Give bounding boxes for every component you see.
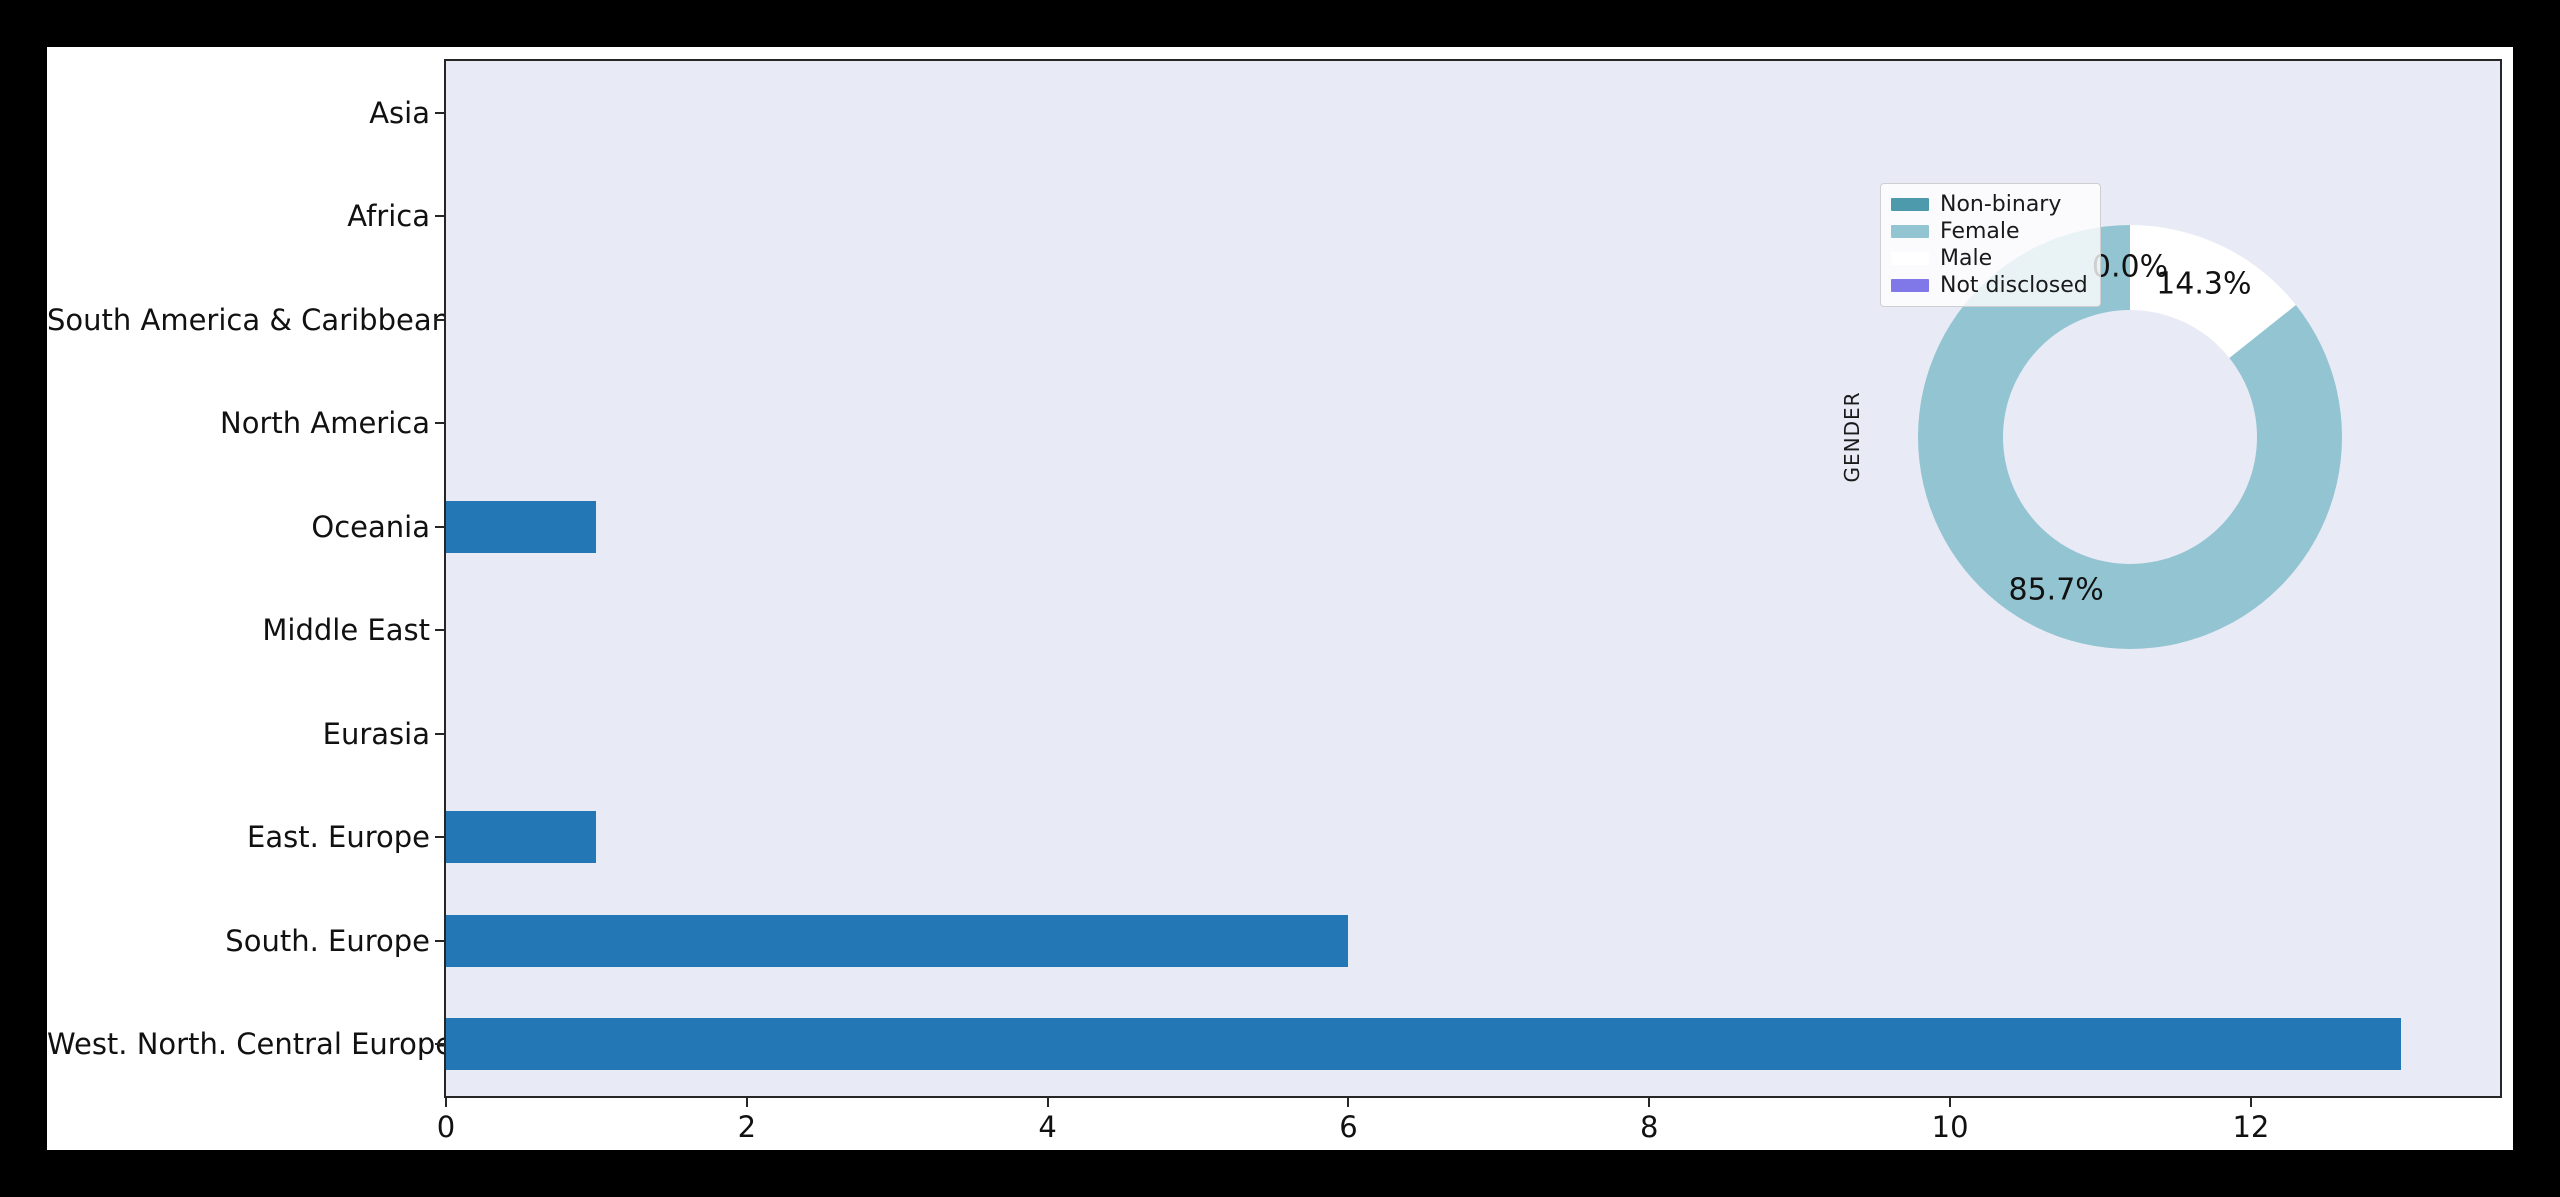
legend-label: Female [1940, 219, 2020, 244]
x-tick-label: 12 [2232, 1110, 2270, 1144]
y-axis-label: East. Europe [247, 820, 430, 855]
donut-y-axis-label: GENDER [1840, 391, 1864, 483]
bar-oceania [446, 500, 597, 553]
y-axis-label: South America & Caribbean [47, 302, 450, 337]
x-tick-label: 2 [737, 1110, 757, 1144]
y-axis-label: Africa [347, 199, 430, 234]
legend-label: Non-binary [1940, 192, 2062, 217]
y-axis-label: Eurasia [322, 716, 430, 751]
x-tick-mark [445, 1098, 447, 1107]
legend-row: Not disclosed [1891, 272, 2088, 299]
y-axis-label: Asia [369, 95, 430, 130]
x-tick-mark [1648, 1098, 1651, 1107]
legend-label: Male [1940, 246, 1993, 271]
donut-svg [1918, 225, 2342, 649]
bar-west-north-central-europe [446, 1018, 2402, 1071]
x-tick-label: 8 [1640, 1110, 1659, 1144]
y-axis-label: North America [220, 406, 430, 441]
figure-canvas: Asia Africa South America & Caribbean North… [47, 47, 2513, 1150]
y-tick-mark [435, 732, 444, 735]
x-tick-label: 4 [1038, 1110, 1057, 1144]
legend-swatch-not-disclosed [1891, 279, 1929, 292]
x-tick-label: 0 [436, 1110, 456, 1144]
y-axis-label: West. North. Central Europe [47, 1027, 454, 1062]
legend-label: Not disclosed [1940, 273, 2088, 298]
legend-row: Female [1891, 218, 2088, 245]
plot-area: GENDER Non-binary Female Male Not disclosed… [444, 59, 2502, 1098]
x-tick-mark [745, 1098, 748, 1107]
legend-swatch-male [1891, 252, 1929, 265]
y-tick-mark [435, 422, 444, 425]
donut-pct-label: 85.7% [2008, 572, 2104, 608]
donut-pct-label: 14.3% [2156, 266, 2252, 302]
bar-south-europe [446, 914, 1349, 967]
x-tick-mark [2249, 1098, 2252, 1107]
donut-legend: Non-binary Female Male Not disclosed [1880, 183, 2101, 307]
y-tick-mark [435, 629, 444, 632]
x-tick-label: 10 [1931, 1110, 1969, 1144]
x-tick-label: 6 [1339, 1110, 1358, 1144]
y-tick-mark [435, 525, 444, 528]
y-tick-mark [435, 939, 444, 942]
legend-swatch-non-binary [1891, 198, 1929, 211]
legend-swatch-female [1891, 225, 1929, 238]
y-tick-mark [435, 111, 444, 114]
x-tick-mark [1949, 1098, 1952, 1107]
legend-row: Non-binary [1891, 191, 2088, 218]
y-tick-mark [435, 318, 444, 321]
legend-row: Male [1891, 245, 2088, 272]
y-axis-label: Middle East [262, 613, 430, 648]
bar-east-europe [446, 811, 597, 864]
x-tick-mark [1046, 1098, 1049, 1107]
donut-pct-label: 0.0% [2091, 249, 2169, 285]
y-tick-mark [435, 1043, 444, 1046]
y-axis-label: Oceania [311, 509, 430, 544]
y-tick-mark [435, 836, 444, 839]
x-tick-mark [1347, 1098, 1350, 1107]
y-tick-mark [435, 215, 444, 218]
y-axis-label: South. Europe [225, 923, 430, 958]
donut-hole [2003, 310, 2257, 564]
